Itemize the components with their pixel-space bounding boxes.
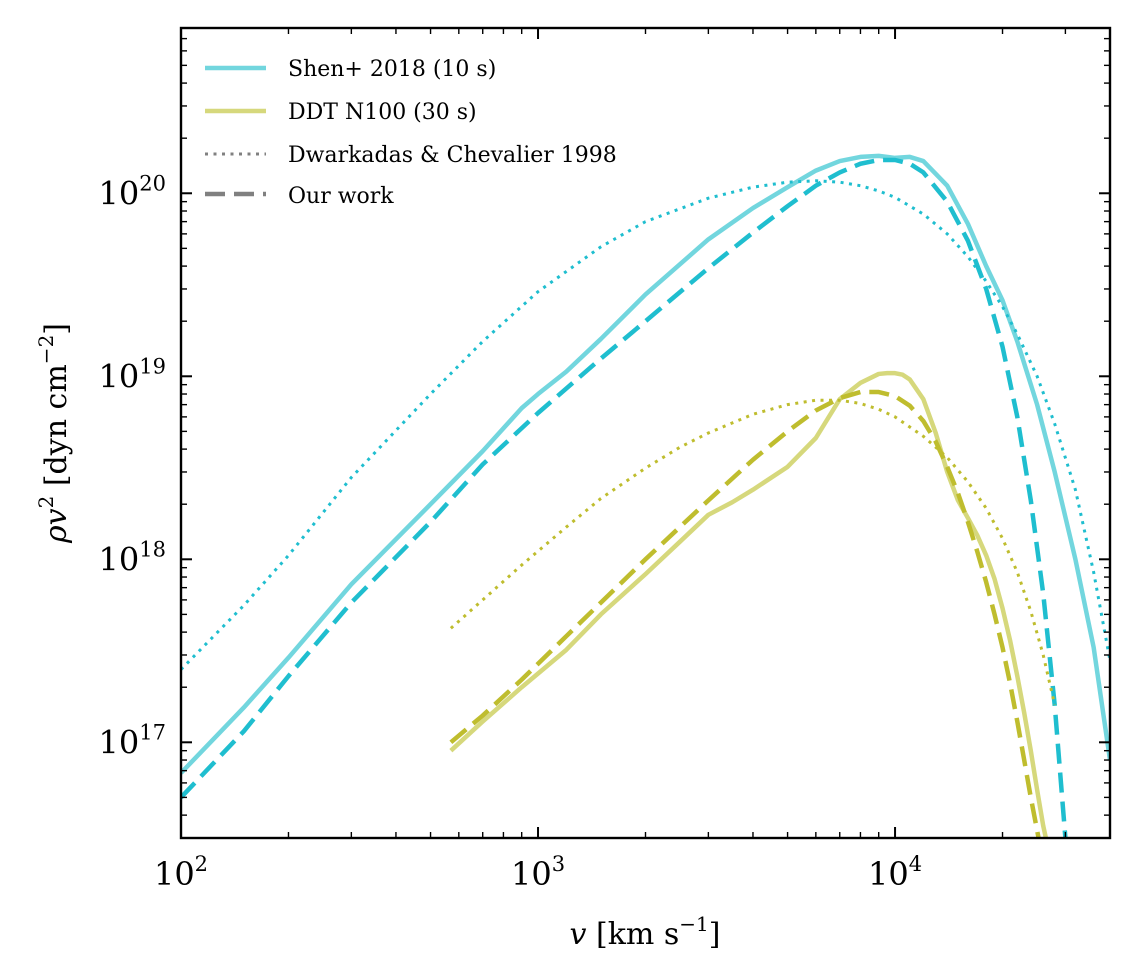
series-line-2 — [181, 179, 1110, 671]
series-line-4 — [449, 389, 1041, 838]
x-axis-title-base: v — [570, 917, 587, 952]
plot-area-background — [181, 28, 1110, 838]
legend-label-dwarkadas: Dwarkadas & Chevalier 1998 — [288, 143, 617, 168]
series-group — [181, 153, 1110, 838]
legend-label-ourwork: Our work — [288, 184, 394, 209]
x-tick-label-1: 103 — [511, 852, 565, 893]
x-tick-label-2: 104 — [868, 852, 922, 893]
series-line-3 — [449, 370, 1049, 838]
legend: Shen+ 2018 (10 s) DDT N100 (30 s) Dwarka… — [205, 57, 617, 209]
series-line-1 — [181, 157, 1068, 838]
legend-label-ddt: DDT N100 (30 s) — [288, 100, 477, 125]
y-tick-label-2: 1019 — [99, 354, 166, 395]
legend-label-shen: Shen+ 2018 (10 s) — [288, 57, 496, 82]
y-axis-title-exp: −2 — [34, 335, 58, 364]
plot-frame — [179, 26, 1112, 840]
y-tick-label-3: 1020 — [99, 171, 166, 212]
y-axis-title: ρv2 [dyn cm−2] — [34, 323, 74, 544]
y-axis-title-base: ρv — [39, 508, 74, 544]
y-axis-title-base-exp: 2 — [34, 496, 58, 509]
x-axis-title-close: ] — [709, 917, 721, 952]
y-tick-label-0: 1017 — [99, 720, 166, 761]
y-tick-label-1: 1018 — [99, 537, 166, 578]
x-axis-title-unit: [km s — [586, 917, 679, 952]
x-tick-labels: 102 103 104 — [154, 852, 922, 893]
x-axis-title: v [km s−1] — [570, 912, 721, 952]
y-tick-labels: 1017 1018 1019 1020 — [99, 171, 166, 761]
y-axis-title-close: ] — [39, 323, 74, 335]
series-line-0 — [181, 153, 1110, 775]
series-line-5 — [449, 398, 1057, 706]
x-axis-title-exp: −1 — [679, 912, 708, 936]
x-tick-label-0: 102 — [154, 852, 208, 893]
y-axis-title-unit: [dyn cm — [39, 364, 74, 496]
